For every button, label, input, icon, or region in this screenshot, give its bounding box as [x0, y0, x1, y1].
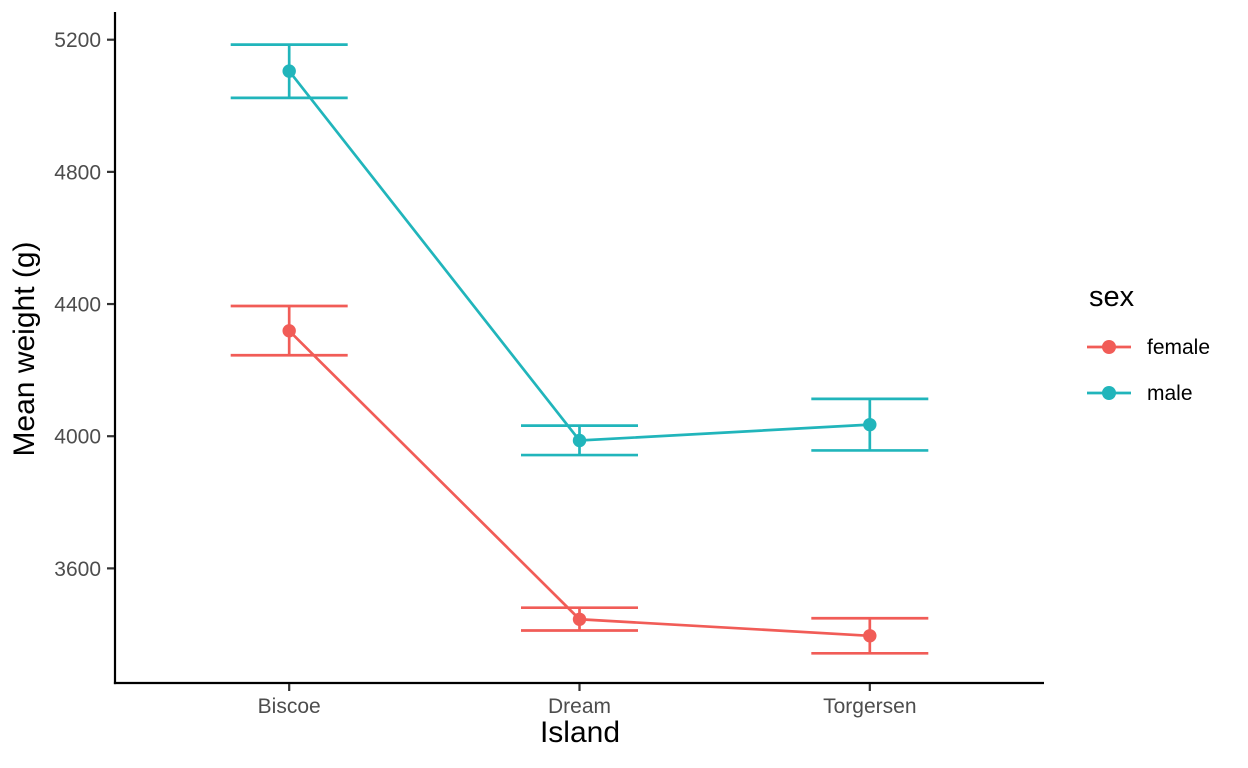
- y-tick-label: 5200: [54, 29, 101, 52]
- y-axis-title: Mean weight (g): [8, 241, 41, 457]
- point-male-Dream: [572, 433, 587, 448]
- legend-title: sex: [1089, 281, 1135, 313]
- point-female-Torgersen: [863, 629, 877, 643]
- legend-key-male-icon: [1087, 386, 1131, 400]
- y-tick-label: 4800: [54, 161, 101, 184]
- y-tick-label: 4400: [54, 294, 101, 317]
- legend-item-female: female: [1086, 334, 1210, 360]
- point-male-Biscoe: [282, 64, 296, 78]
- x-axis-title: Island: [539, 716, 621, 749]
- legend-key-dot: [1102, 386, 1116, 400]
- series-line-male: [288, 70, 870, 442]
- point-female-Biscoe: [282, 324, 296, 338]
- legend-label-female: female: [1147, 335, 1211, 359]
- y-tick-label: 4000: [54, 426, 101, 449]
- y-tick-label: 3600: [54, 558, 101, 581]
- point-male-Torgersen: [863, 417, 877, 432]
- legend-label-male: male: [1147, 381, 1193, 405]
- series-line-female: [288, 329, 870, 638]
- legend-key-female-icon: [1087, 340, 1131, 354]
- legend-item-male: male: [1086, 380, 1193, 406]
- point-female-Dream: [572, 612, 587, 626]
- legend-key-dot: [1102, 340, 1116, 354]
- x-tick-label: Biscoe: [258, 695, 321, 718]
- x-tick-label: Dream: [548, 695, 611, 718]
- x-tick-label: Torgersen: [823, 695, 916, 718]
